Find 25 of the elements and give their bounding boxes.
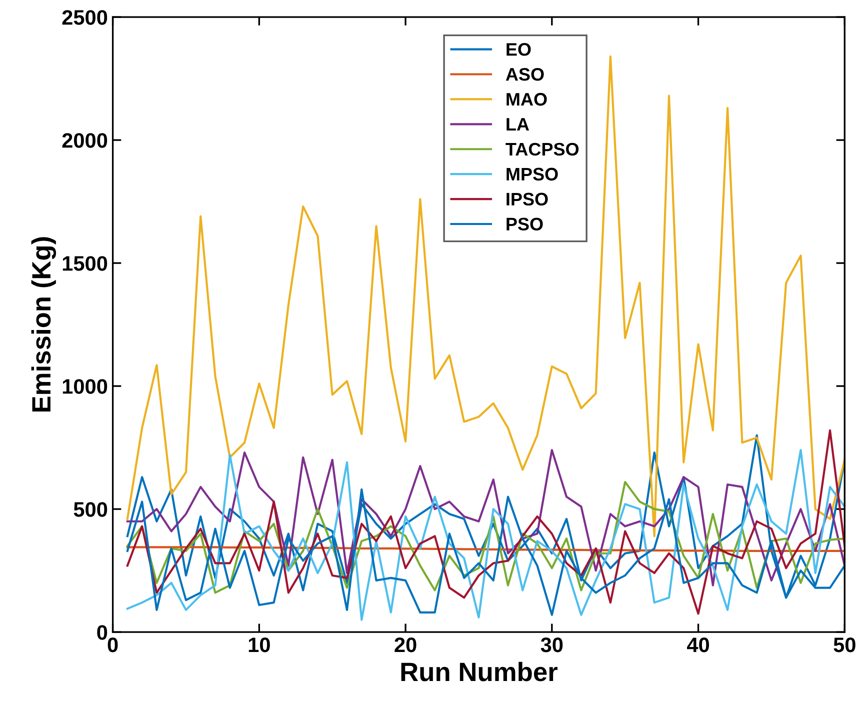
line-series xyxy=(126,448,845,586)
x-tick-label: 30 xyxy=(540,637,563,652)
y-tick-label: 1000 xyxy=(62,379,108,394)
y-axis-title: Emission (Kg) xyxy=(31,237,56,412)
x-tick-label: 0 xyxy=(108,637,118,652)
legend-label: MAO xyxy=(506,92,547,106)
x-axis-title: Run Number xyxy=(401,662,558,682)
line-series xyxy=(126,55,845,538)
x-tick-label: 20 xyxy=(394,637,416,652)
x-tick-label: 40 xyxy=(687,637,710,652)
y-tick-label: 500 xyxy=(74,502,108,517)
legend-label: PSO xyxy=(506,218,543,230)
y-tick-label: 2500 xyxy=(62,10,108,25)
y-tick-label: 1500 xyxy=(62,256,108,271)
line-series xyxy=(126,480,845,594)
x-tick-label: 50 xyxy=(834,637,856,652)
y-tick-label: 0 xyxy=(97,625,108,640)
y-tick-label: 2000 xyxy=(62,133,108,148)
legend-label: IPSO xyxy=(506,192,548,206)
legend-label: LA xyxy=(506,118,530,130)
legend-label: EO xyxy=(506,43,531,56)
legend-label: TACPSO xyxy=(506,142,579,156)
legend-label: MPSO xyxy=(506,168,558,181)
legend-label: ASO xyxy=(506,68,544,81)
x-tick-label: 10 xyxy=(248,637,270,652)
